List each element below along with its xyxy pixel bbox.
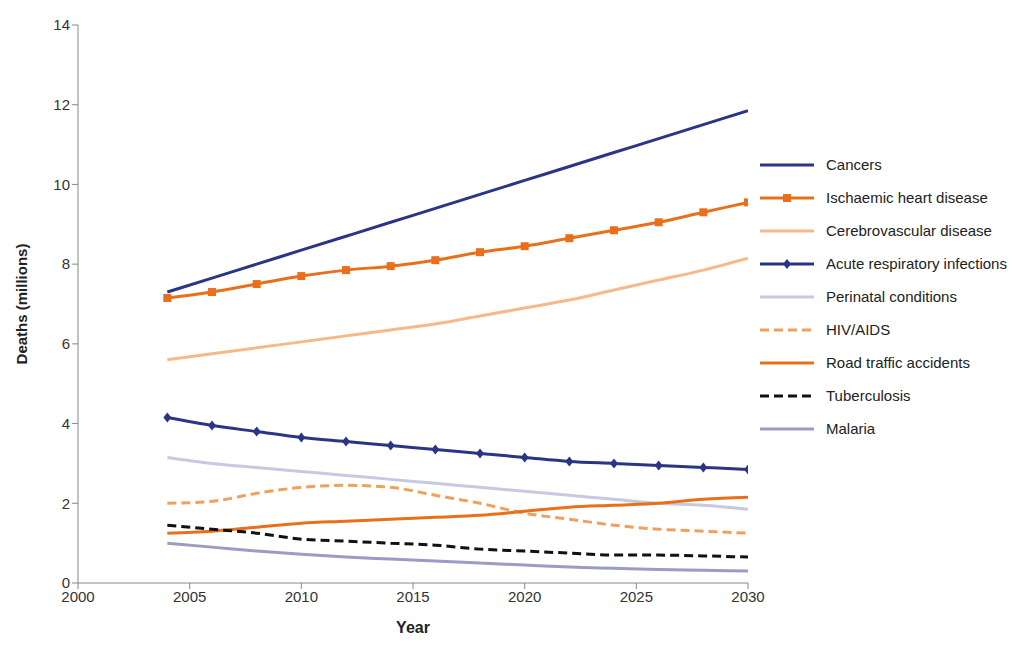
- svg-text:2010: 2010: [285, 588, 318, 605]
- html-text:Cancers: Cancers: [826, 156, 882, 173]
- html-text:Malaria: Malaria: [826, 420, 876, 437]
- html-text:Tuberculosis: Tuberculosis: [826, 387, 911, 404]
- svg-text:10: 10: [53, 176, 70, 193]
- svg-text:2020: 2020: [508, 588, 541, 605]
- svg-text:Year: Year: [396, 619, 430, 636]
- svg-text:8: 8: [62, 255, 70, 272]
- html-text:Road traffic accidents: Road traffic accidents: [826, 354, 970, 371]
- html-text:Acute respiratory infections: Acute respiratory infections: [826, 255, 1007, 272]
- html-text:HIV/AIDS: HIV/AIDS: [826, 321, 891, 338]
- html-text:Perinatal conditions: Perinatal conditions: [826, 288, 957, 305]
- svg-text:4: 4: [62, 415, 70, 432]
- html-text:Cerebrovascular disease: Cerebrovascular disease: [826, 222, 992, 239]
- svg-text:2025: 2025: [620, 588, 653, 605]
- svg-text:6: 6: [62, 335, 70, 352]
- svg-text:0: 0: [62, 574, 70, 591]
- html-text:Ischaemic heart disease: Ischaemic heart disease: [826, 189, 988, 206]
- svg-text:14: 14: [53, 16, 70, 33]
- svg-text:2015: 2015: [396, 588, 429, 605]
- svg-text:2000: 2000: [61, 587, 95, 605]
- svg-text:12: 12: [53, 96, 70, 113]
- svg-text:2: 2: [62, 495, 70, 512]
- svg-text:2030: 2030: [731, 588, 764, 605]
- svg-text:Deaths (millions): Deaths (millions): [13, 244, 30, 365]
- svg-text:2005: 2005: [173, 588, 206, 605]
